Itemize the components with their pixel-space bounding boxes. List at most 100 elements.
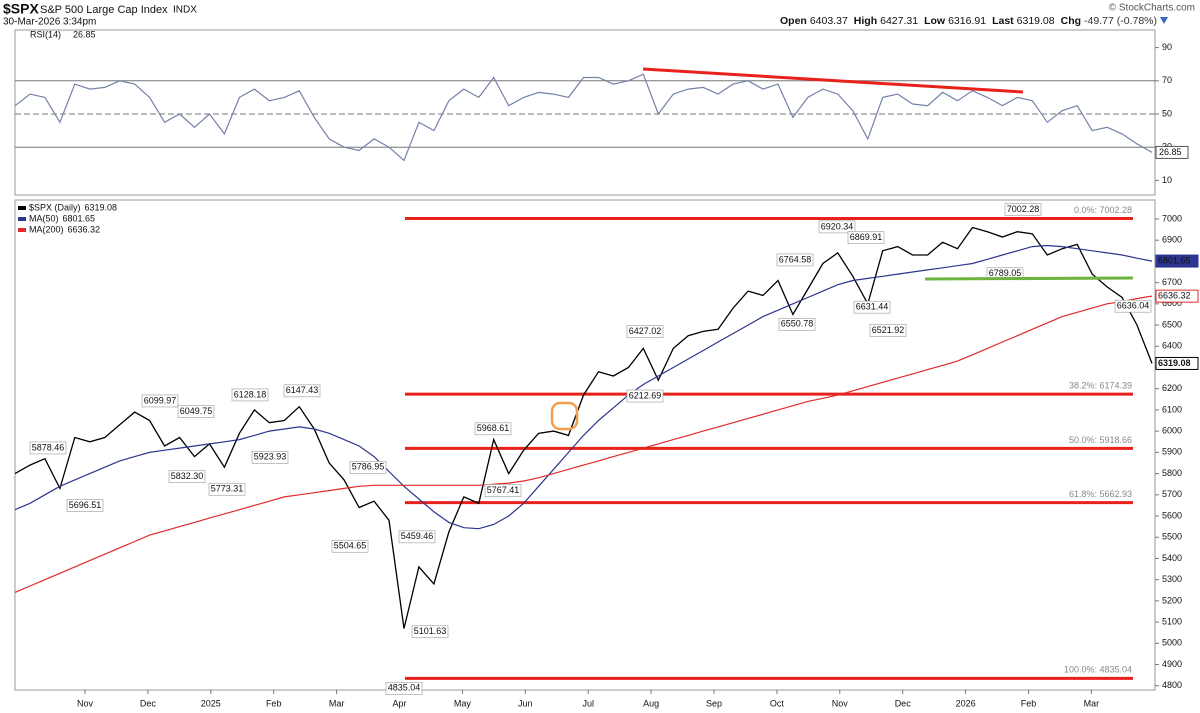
legend-swatch <box>18 228 26 232</box>
point-label: 5101.63 <box>414 626 447 636</box>
point-label-box <box>251 450 289 464</box>
series-line <box>14 244 1153 530</box>
y-tick-label: 5300 <box>1162 574 1182 584</box>
point-label-box <box>331 539 369 553</box>
y-tick-label: 5700 <box>1162 489 1182 499</box>
last-value: 26.85 <box>1159 147 1182 157</box>
x-tick-label: Feb <box>266 698 282 708</box>
fib-label: 61.8%: 5662.93 <box>1069 489 1132 499</box>
y-tick-label: 6600 <box>1162 298 1182 308</box>
point-label-box <box>484 484 522 497</box>
y-tick-label: 6500 <box>1162 319 1182 329</box>
y-tick-label: 6400 <box>1162 341 1182 351</box>
point-label: 6521.92 <box>872 325 905 335</box>
last-value: 6636.32 <box>1158 291 1191 301</box>
x-tick-label: Nov <box>77 698 94 708</box>
y-tick-label: 5200 <box>1162 595 1182 605</box>
y-tick-label: 90 <box>1162 42 1172 52</box>
point-label-box <box>1114 299 1152 313</box>
quote: Open 6403.37 High 6427.31 Low 6316.91 Last 6319… <box>780 15 1157 27</box>
x-tick-label: Sep <box>706 698 722 708</box>
point-label: 5696.51 <box>69 500 102 510</box>
point-label: 5923.93 <box>254 452 287 462</box>
point-label: 6869.91 <box>850 232 883 242</box>
quote-label: Chg <box>1061 15 1081 27</box>
point-label-box <box>778 317 816 331</box>
fib-label: 50.0%: 5918.66 <box>1069 435 1132 445</box>
point-label-box <box>29 441 67 455</box>
fib-label: 38.2%: 6174.39 <box>1069 381 1132 391</box>
rsi-trendline <box>642 67 1024 94</box>
quote-label: High <box>854 15 877 27</box>
point-label: 5832.30 <box>171 471 204 481</box>
x-tick-label: Jul <box>582 698 594 708</box>
x-tick-label: Apr <box>392 698 406 708</box>
point-label-box <box>853 300 891 314</box>
last-value: 6319.08 <box>1158 358 1191 368</box>
y-tick-label: 50 <box>1162 108 1172 118</box>
y-tick-label: 6700 <box>1162 277 1182 287</box>
y-tick-label: 6100 <box>1162 404 1182 414</box>
menu-arrow[interactable] <box>1160 17 1168 24</box>
x-tick-label: Mar <box>329 698 345 708</box>
point-label: 6099.97 <box>144 395 177 405</box>
point-label: 5459.46 <box>401 531 434 541</box>
y-tick-label: 10 <box>1162 175 1172 185</box>
point-label-box <box>398 530 436 544</box>
point-label-box <box>208 482 246 496</box>
legend-swatch <box>18 217 26 221</box>
x-tick-label: Feb <box>1021 698 1037 708</box>
point-label-box <box>177 405 215 418</box>
fib-label: 0.0%: 7002.28 <box>1074 205 1132 215</box>
legend-label: MA(50) <box>29 213 59 223</box>
y-tick-label: 5800 <box>1162 468 1182 478</box>
x-tick-label: Oct <box>770 698 785 708</box>
point-label: 5786.95 <box>352 462 385 472</box>
point-label: 5773.31 <box>211 484 244 494</box>
legend-label: MA(200) <box>29 224 64 234</box>
quote-label: Last <box>992 15 1014 27</box>
point-label-box <box>626 325 664 338</box>
x-tick-label: Jun <box>518 698 533 708</box>
fib-label: 100.0%: 4835.04 <box>1064 665 1132 675</box>
point-label-box <box>411 625 449 639</box>
series-line <box>14 226 1153 629</box>
legend-value: 6801.65 <box>63 213 96 223</box>
point-label: 6427.02 <box>629 326 662 336</box>
y-tick-label: 5000 <box>1162 638 1182 648</box>
index-name: S&P 500 Large Cap Index <box>40 4 168 16</box>
y-tick-label: 6000 <box>1162 426 1182 436</box>
point-label: 4835.04 <box>388 683 421 693</box>
series-line <box>14 295 1153 593</box>
support-line <box>924 276 1134 281</box>
point-label-box <box>385 682 423 695</box>
point-label: 7002.28 <box>1007 204 1040 214</box>
last-value-tag <box>1155 145 1189 159</box>
x-tick-label: Dec <box>140 698 157 708</box>
y-tick-label: 5500 <box>1162 532 1182 542</box>
point-label: 6147.43 <box>286 385 319 395</box>
y-tick-label: 5100 <box>1162 616 1182 626</box>
point-label: 6789.05 <box>989 268 1022 278</box>
symbol: $SPX <box>3 1 39 17</box>
point-label: 5767.41 <box>487 485 520 495</box>
point-label-box <box>869 324 907 337</box>
quote-value: 6403.37 <box>810 15 848 27</box>
point-label-box <box>776 253 814 267</box>
point-label-box <box>1004 203 1042 216</box>
y-tick-label: 5900 <box>1162 447 1182 457</box>
last-value: 6801.65 <box>1158 255 1191 265</box>
highlight-circle <box>550 401 579 431</box>
x-tick-label: Aug <box>643 698 659 708</box>
point-label-box <box>818 220 856 234</box>
point-label: 5878.46 <box>32 442 65 452</box>
point-label: 5504.65 <box>334 541 367 551</box>
x-tick-label: Dec <box>895 698 912 708</box>
point-label-box <box>231 388 269 402</box>
y-tick-label: 4800 <box>1162 680 1182 690</box>
last-value-tag <box>1155 356 1199 370</box>
quote-value: 6427.31 <box>880 15 918 27</box>
y-tick-label: 4900 <box>1162 659 1182 669</box>
x-tick-label: Nov <box>832 698 849 708</box>
